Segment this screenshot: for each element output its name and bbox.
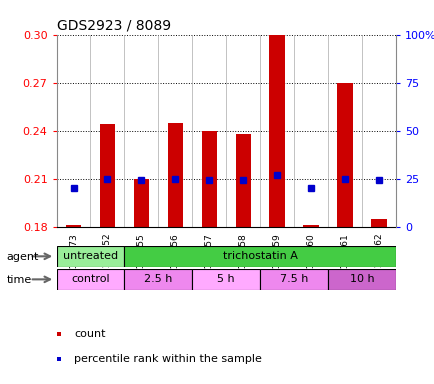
Bar: [56, 269, 124, 290]
Text: time: time: [7, 275, 32, 285]
Bar: [124, 246, 395, 267]
Bar: [167, 122, 183, 227]
Bar: [201, 131, 217, 227]
Text: 2.5 h: 2.5 h: [144, 274, 172, 285]
Text: control: control: [71, 274, 109, 285]
Bar: [336, 83, 352, 227]
Bar: [66, 225, 81, 227]
Bar: [124, 269, 192, 290]
Bar: [269, 35, 284, 227]
Text: 5 h: 5 h: [217, 274, 234, 285]
Text: GDS2923 / 8089: GDS2923 / 8089: [56, 18, 170, 32]
Text: count: count: [74, 329, 105, 339]
Bar: [235, 134, 250, 227]
Text: percentile rank within the sample: percentile rank within the sample: [74, 354, 261, 364]
Text: agent: agent: [7, 252, 39, 262]
Bar: [192, 269, 260, 290]
Bar: [370, 218, 386, 227]
Bar: [327, 269, 395, 290]
Bar: [133, 179, 149, 227]
Text: trichostatin A: trichostatin A: [222, 251, 297, 262]
Bar: [56, 246, 124, 267]
Bar: [302, 225, 318, 227]
Text: 7.5 h: 7.5 h: [279, 274, 308, 285]
Bar: [260, 269, 327, 290]
Bar: [99, 124, 115, 227]
Text: untreated: untreated: [63, 251, 118, 262]
Text: 10 h: 10 h: [349, 274, 373, 285]
